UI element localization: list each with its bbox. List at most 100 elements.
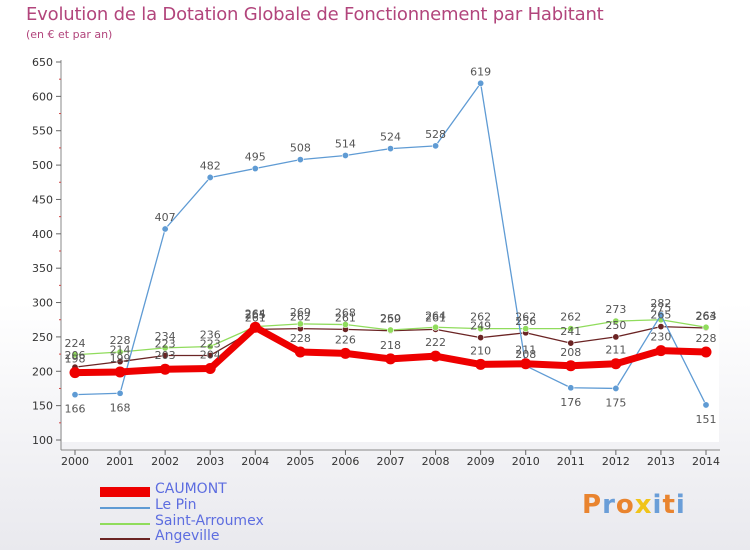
data-label-saint-arroumex: 262 bbox=[515, 311, 536, 324]
logo-letter: o bbox=[615, 490, 635, 520]
data-label-saint-arroumex: 268 bbox=[335, 307, 356, 320]
data-point-angeville bbox=[116, 358, 124, 366]
data-point-saint-arroumex bbox=[296, 320, 304, 328]
data-label-angeville: 223 bbox=[200, 337, 221, 350]
x-tick-label: 2005 bbox=[286, 455, 314, 468]
data-label-saint-arroumex: 234 bbox=[155, 330, 176, 343]
data-label-caumont: 203 bbox=[155, 349, 176, 362]
data-label-angeville: 265 bbox=[650, 309, 671, 322]
data-point-caumont bbox=[204, 363, 216, 375]
data-label-caumont: 198 bbox=[65, 353, 86, 366]
data-point-angeville bbox=[612, 333, 620, 341]
y-tick-label: 150 bbox=[32, 400, 53, 413]
data-label-saint-arroumex: 260 bbox=[380, 312, 401, 325]
data-point-le-pin bbox=[161, 225, 169, 233]
data-point-le-pin bbox=[116, 389, 124, 397]
chart-subtitle: (en € et par an) bbox=[26, 28, 113, 41]
data-point-saint-arroumex bbox=[161, 344, 169, 352]
legend-label-angeville: Angeville bbox=[155, 528, 220, 544]
data-label-le-pin: 282 bbox=[650, 297, 671, 310]
legend-swatch-saint-arroumex bbox=[100, 523, 150, 525]
data-label-saint-arroumex: 264 bbox=[425, 309, 446, 322]
data-label-angeville: 256 bbox=[515, 315, 536, 328]
data-label-angeville: 262 bbox=[290, 311, 311, 324]
data-point-le-pin bbox=[386, 145, 394, 153]
data-point-saint-arroumex bbox=[71, 351, 79, 359]
x-tick-label: 2014 bbox=[692, 455, 720, 468]
data-label-saint-arroumex: 269 bbox=[290, 306, 311, 319]
data-point-le-pin bbox=[341, 151, 349, 159]
y-tick-label: 550 bbox=[32, 125, 53, 138]
data-label-saint-arroumex: 275 bbox=[650, 302, 671, 315]
data-label-saint-arroumex: 265 bbox=[245, 309, 266, 322]
data-point-saint-arroumex bbox=[116, 348, 124, 356]
data-label-caumont: 199 bbox=[110, 352, 131, 365]
data-label-caumont: 222 bbox=[425, 336, 446, 349]
data-point-caumont bbox=[430, 350, 442, 362]
data-point-caumont bbox=[69, 367, 81, 379]
plot-area bbox=[62, 60, 719, 442]
data-label-le-pin: 168 bbox=[110, 401, 131, 414]
data-point-caumont bbox=[249, 321, 261, 333]
data-point-angeville bbox=[477, 334, 485, 342]
data-label-saint-arroumex: 264 bbox=[696, 309, 717, 322]
data-label-saint-arroumex: 262 bbox=[470, 311, 491, 324]
data-point-caumont bbox=[565, 360, 577, 372]
data-label-saint-arroumex: 224 bbox=[65, 337, 86, 350]
data-label-le-pin: 208 bbox=[515, 348, 536, 361]
x-tick-label: 2004 bbox=[241, 455, 269, 468]
data-point-le-pin bbox=[477, 79, 485, 87]
data-label-caumont: 228 bbox=[290, 332, 311, 345]
legend-swatch-angeville bbox=[100, 538, 150, 540]
data-point-saint-arroumex bbox=[341, 321, 349, 329]
data-label-saint-arroumex: 236 bbox=[200, 329, 221, 342]
data-label-saint-arroumex: 262 bbox=[560, 311, 581, 324]
x-tick-label: 2008 bbox=[422, 455, 450, 468]
data-label-caumont: 204 bbox=[200, 349, 221, 362]
data-label-le-pin: 495 bbox=[245, 151, 266, 164]
data-point-le-pin bbox=[612, 384, 620, 392]
data-label-angeville: 214 bbox=[110, 344, 131, 357]
data-label-angeville: 261 bbox=[335, 311, 356, 324]
data-point-le-pin bbox=[657, 311, 665, 319]
data-label-caumont: 230 bbox=[650, 331, 671, 344]
data-label-le-pin: 176 bbox=[560, 396, 581, 409]
data-label-angeville: 241 bbox=[560, 325, 581, 338]
logo-letter: t bbox=[662, 490, 676, 520]
y-tick-label: 100 bbox=[32, 434, 53, 447]
x-tick-label: 2010 bbox=[512, 455, 540, 468]
data-label-angeville: 263 bbox=[696, 310, 717, 323]
data-label-angeville: 250 bbox=[605, 319, 626, 332]
data-label-le-pin: 166 bbox=[65, 403, 86, 416]
data-label-angeville: 261 bbox=[245, 311, 266, 324]
x-tick-label: 2006 bbox=[331, 455, 359, 468]
logo-letter: P bbox=[582, 490, 603, 520]
data-label-angeville: 261 bbox=[425, 311, 446, 324]
data-label-caumont: 211 bbox=[515, 344, 536, 357]
data-label-angeville: 206 bbox=[65, 349, 86, 362]
data-point-le-pin bbox=[567, 384, 575, 392]
data-label-caumont: 210 bbox=[470, 344, 491, 357]
x-tick-label: 2001 bbox=[106, 455, 134, 468]
data-point-le-pin bbox=[296, 156, 304, 164]
data-point-angeville bbox=[657, 323, 665, 331]
data-point-le-pin bbox=[702, 401, 710, 409]
logo-letter: i bbox=[675, 490, 686, 520]
data-label-le-pin: 482 bbox=[200, 159, 221, 172]
data-point-caumont bbox=[294, 346, 306, 358]
data-label-le-pin: 407 bbox=[155, 211, 176, 224]
legend-label-saint-arroumex: Saint-Arroumex bbox=[155, 513, 264, 529]
data-point-angeville bbox=[567, 339, 575, 347]
data-label-le-pin: 619 bbox=[470, 65, 491, 78]
data-label-le-pin: 508 bbox=[290, 142, 311, 155]
data-point-saint-arroumex bbox=[386, 326, 394, 334]
legend-swatch-le-pin bbox=[100, 507, 150, 509]
x-tick-label: 2000 bbox=[61, 455, 89, 468]
x-tick-label: 2013 bbox=[647, 455, 675, 468]
data-point-caumont bbox=[520, 358, 532, 370]
data-label-saint-arroumex: 228 bbox=[110, 334, 131, 347]
data-label-le-pin: 151 bbox=[696, 413, 717, 426]
data-point-le-pin bbox=[251, 165, 259, 173]
x-tick-label: 2002 bbox=[151, 455, 179, 468]
